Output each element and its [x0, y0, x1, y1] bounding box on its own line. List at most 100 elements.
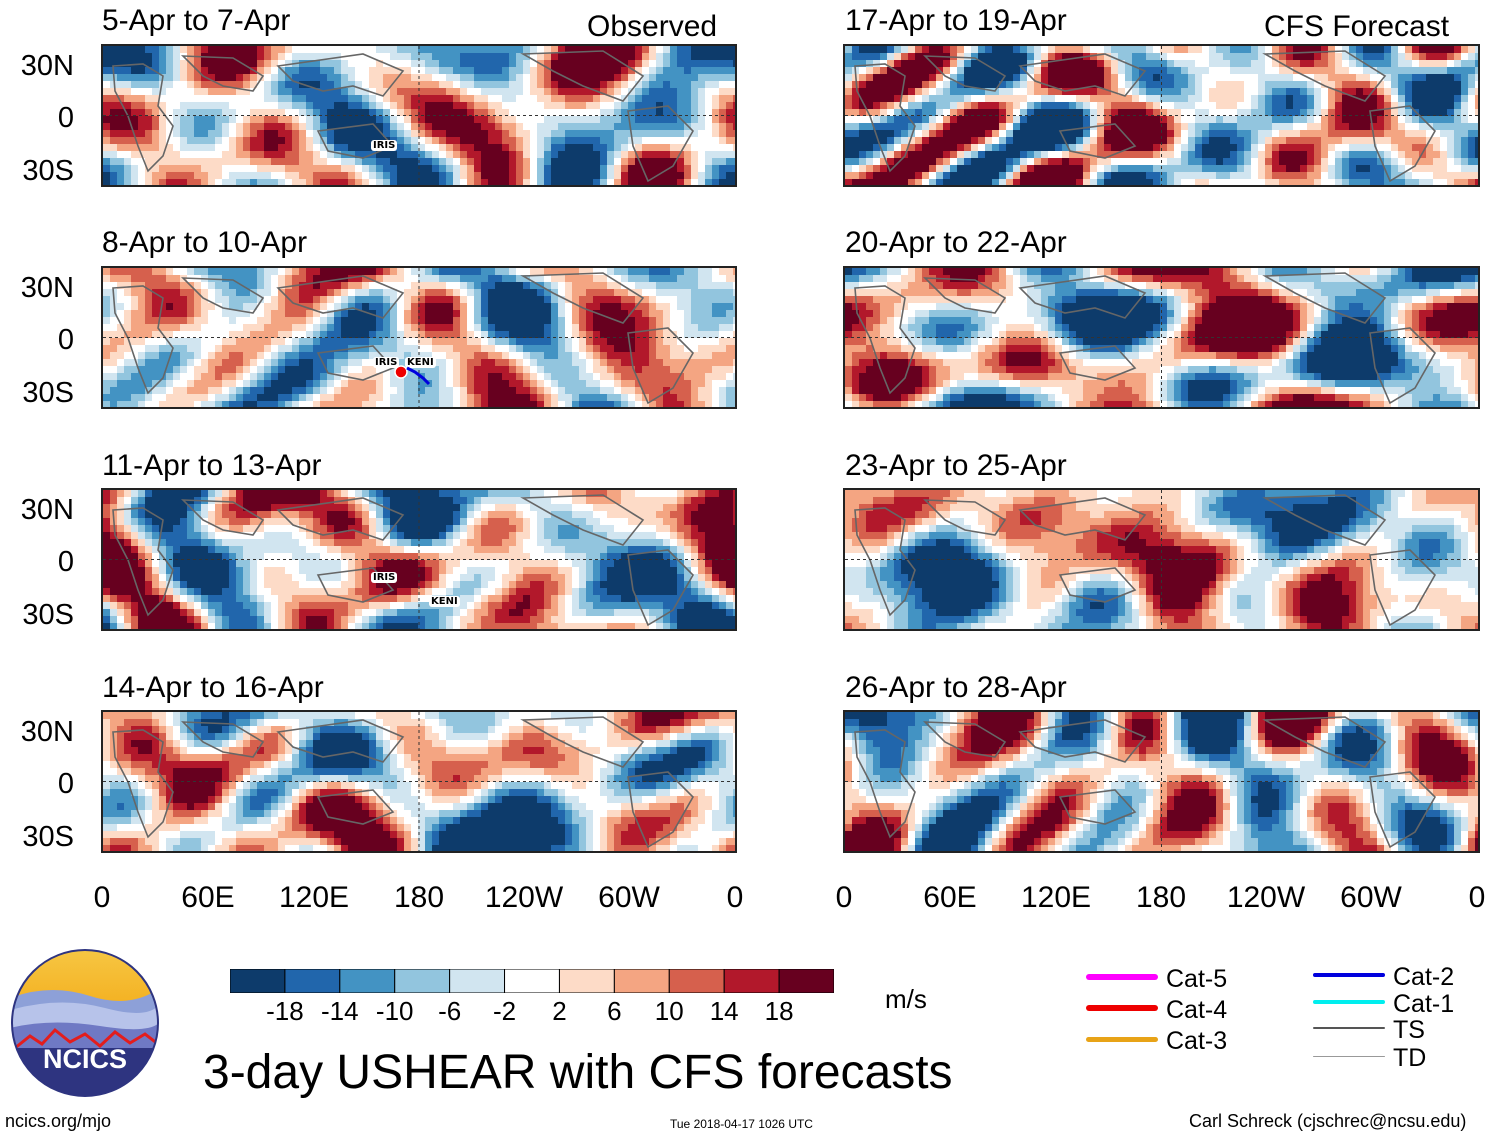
colorbar-swatch — [394, 969, 451, 993]
forecast-label: CFS Forecast — [1264, 10, 1450, 43]
shear-field — [845, 490, 1478, 629]
x-tick-180: 180 — [393, 881, 445, 914]
colorbar-unit: m/s — [885, 984, 927, 1014]
x-tick-120w: 120W — [484, 881, 564, 914]
ncics-logo: NCICS — [10, 948, 160, 1098]
storm-label-iris: IRIS — [371, 140, 398, 151]
x-tick-60e: 60E — [923, 881, 977, 914]
y-tick-30n: 30N — [20, 272, 74, 304]
shear-field — [103, 712, 735, 851]
y-tick-30n: 30N — [20, 494, 74, 526]
colorbar-tick: 18 — [764, 996, 794, 1026]
storm-marker-icon — [394, 365, 408, 379]
y-tick-30s: 30S — [22, 155, 74, 187]
colorbar-tick: -2 — [492, 996, 517, 1026]
coastlines — [112, 494, 694, 627]
main-title: 3-day USHEAR with CFS forecasts — [203, 1046, 953, 1099]
map-panel-6 — [843, 266, 1480, 409]
coastlines — [854, 272, 1436, 405]
coastlines — [112, 50, 694, 183]
map-panel-1: IRIS — [101, 44, 737, 187]
x-tick-180: 180 — [1135, 881, 1187, 914]
storm-label-iris: IRIS — [373, 357, 400, 368]
coastlines — [112, 272, 694, 405]
colorbar-swatch — [778, 969, 834, 993]
x-tick-60w: 60W — [1340, 881, 1402, 914]
legend-line-cat-5 — [1086, 974, 1158, 980]
shear-field — [845, 268, 1478, 407]
panel-title-2: 8-Apr to 10-Apr — [102, 226, 308, 259]
x-tick-120e: 120E — [278, 881, 350, 914]
colorbar-swatch — [723, 969, 780, 993]
colorbar-tick: -10 — [375, 996, 414, 1026]
shear-field — [103, 490, 735, 629]
storm-label-keni: KENI — [429, 596, 460, 607]
shear-field — [845, 46, 1478, 185]
legend-label-cat-2: Cat-2 — [1393, 963, 1455, 991]
colorbar-swatch — [284, 969, 341, 993]
legend-line-cat-4 — [1086, 1005, 1158, 1011]
logo-text: NCICS — [42, 1044, 127, 1074]
colorbar-swatch — [504, 969, 560, 993]
shear-field — [845, 712, 1478, 851]
colorbar-swatch — [558, 969, 615, 993]
legend-line-td — [1313, 1055, 1385, 1057]
legend-label-cat-5: Cat-5 — [1166, 965, 1228, 993]
map-panel-3: IRIS KENI — [101, 488, 737, 631]
colorbar-swatch — [668, 969, 725, 993]
colorbar-tick: -6 — [438, 996, 462, 1026]
colorbar-tick: 10 — [654, 996, 684, 1026]
map-panel-4 — [101, 710, 737, 853]
shear-field — [103, 46, 735, 185]
colorbar-swatch — [613, 969, 670, 993]
y-tick-0: 0 — [57, 102, 74, 134]
colorbar-swatch — [339, 969, 396, 993]
panel-title-7: 23-Apr to 25-Apr — [845, 449, 1067, 482]
x-tick-0: 0 — [835, 881, 853, 914]
source-url[interactable]: ncics.org/mjo — [5, 1111, 112, 1131]
colorbar-tick: -18 — [266, 996, 304, 1026]
x-tick-120e: 120E — [1020, 881, 1092, 914]
storm-track — [394, 365, 431, 386]
x-tick-0-end: 0 — [726, 881, 744, 914]
panel-title-3: 11-Apr to 13-Apr — [102, 449, 322, 482]
colorbar — [230, 969, 834, 993]
x-tick-60e: 60E — [181, 881, 235, 914]
ncics-logo-icon — [11, 949, 159, 1097]
timestamp: Tue 2018-04-17 1026 UTC — [670, 1117, 813, 1131]
storm-label-iris: IRIS — [371, 572, 398, 583]
colorbar-tick: 6 — [607, 996, 622, 1026]
legend-label-cat-1: Cat-1 — [1393, 990, 1455, 1018]
credit: Carl Schreck (cjschrec@ncsu.edu) — [1189, 1111, 1467, 1131]
x-tick-0: 0 — [93, 881, 111, 914]
map-panel-5 — [843, 44, 1480, 187]
y-tick-30n: 30N — [20, 716, 74, 748]
colorbar-swatch — [449, 969, 506, 993]
panel-title-4: 14-Apr to 16-Apr — [102, 671, 324, 704]
y-tick-30n: 30N — [20, 50, 74, 82]
legend-line-cat-3 — [1086, 1036, 1158, 1042]
colorbar-tick: -14 — [321, 996, 359, 1026]
colorbar-tick: 14 — [709, 996, 739, 1026]
map-panel-2: IRIS KENI — [101, 266, 737, 409]
colorbar-swatch — [230, 969, 286, 993]
legend-label-ts: TS — [1393, 1016, 1425, 1044]
y-tick-30s: 30S — [22, 599, 74, 631]
coastlines — [854, 716, 1436, 849]
coastlines — [112, 716, 694, 849]
legend-line-cat-1 — [1313, 1000, 1385, 1004]
coastlines — [854, 50, 1436, 183]
map-panel-8 — [843, 710, 1480, 853]
y-tick-30s: 30S — [22, 377, 74, 409]
y-tick-0: 0 — [57, 324, 74, 356]
storm-label-keni: KENI — [405, 357, 436, 368]
y-tick-0: 0 — [57, 768, 74, 800]
shear-field — [103, 268, 735, 407]
x-tick-60w: 60W — [598, 881, 660, 914]
y-tick-30s: 30S — [22, 821, 74, 853]
legend-line-ts — [1313, 1027, 1385, 1029]
y-tick-0: 0 — [57, 546, 74, 578]
coastlines — [854, 494, 1436, 627]
colorbar-tick: 2 — [552, 996, 567, 1026]
x-tick-0-end: 0 — [1468, 881, 1486, 914]
